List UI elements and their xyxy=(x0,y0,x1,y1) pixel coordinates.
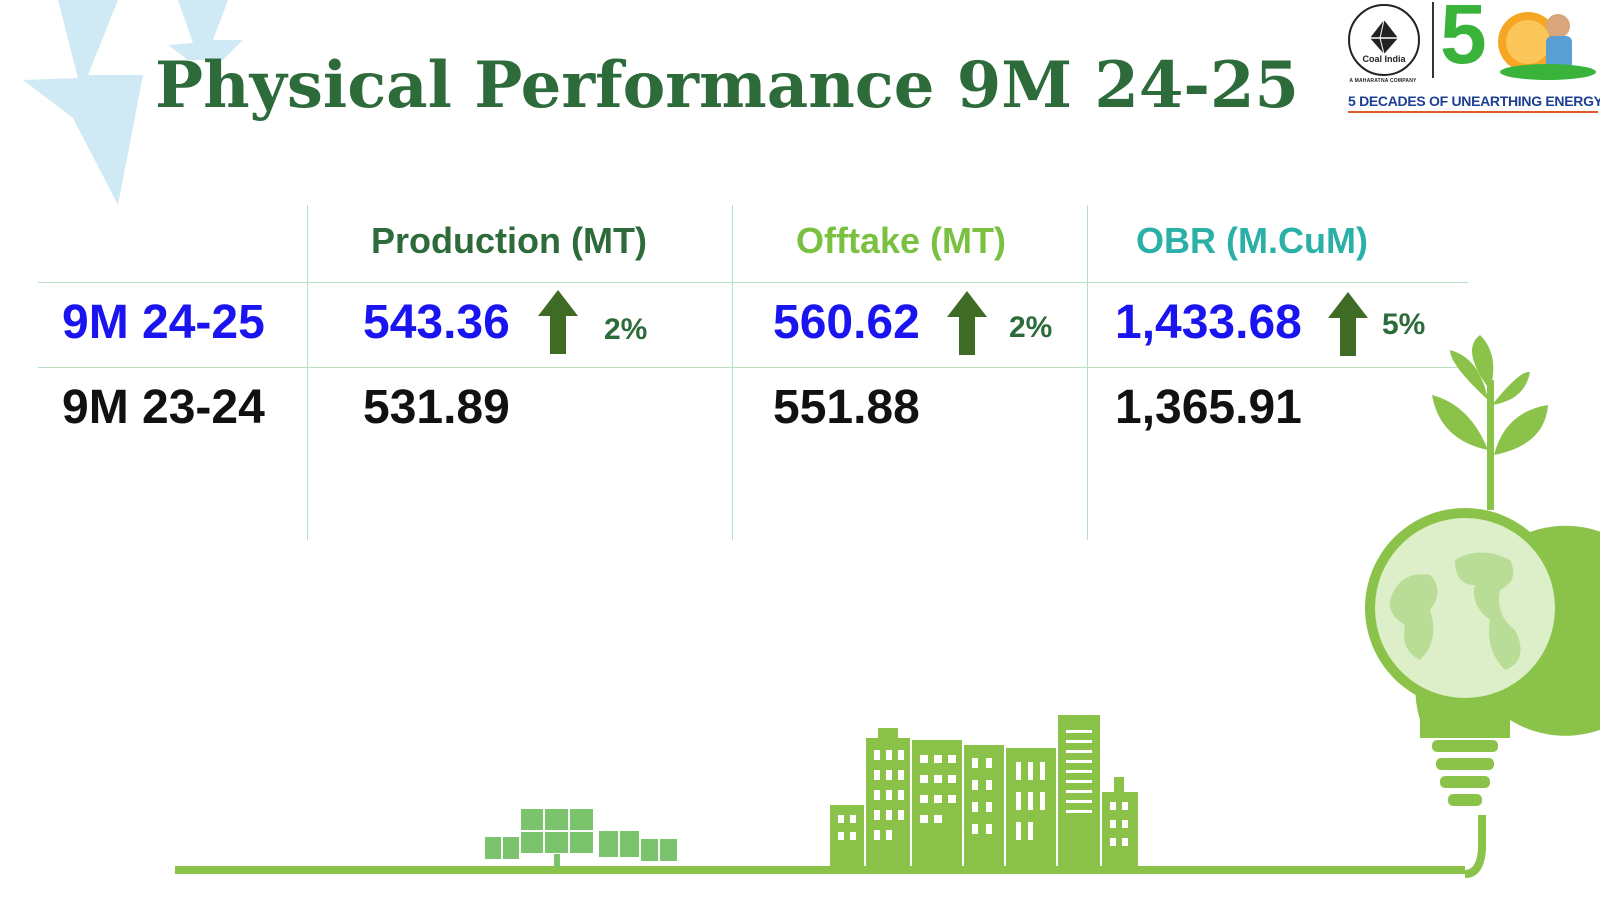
row-label-previous: 9M 23-24 xyxy=(62,381,265,434)
plant-sprout-icon xyxy=(1432,335,1548,510)
obr-growth: 5% xyxy=(1382,308,1426,341)
offtake-growth: 2% xyxy=(1009,311,1053,344)
company-logo: Coal India A MAHARATNA COMPANY 5 5 DECAD… xyxy=(1340,0,1600,116)
page-title: Physical Performance 9M 24-25 xyxy=(155,48,1300,123)
production-growth: 2% xyxy=(604,313,648,346)
obr-previous-value: 1,365.91 xyxy=(1115,381,1302,434)
solar-panel-icon xyxy=(483,807,679,868)
obr-current-value: 1,433.68 xyxy=(1115,296,1302,349)
offtake-previous-value: 551.88 xyxy=(773,381,920,434)
production-current-value: 543.36 xyxy=(363,296,510,349)
lightbulb-globe-icon xyxy=(1365,508,1600,806)
row-divider xyxy=(38,367,1468,368)
column-header-production: Production (MT) xyxy=(371,220,647,261)
diamond-icon xyxy=(1370,19,1398,55)
emblem-name: Coal India xyxy=(1362,54,1406,64)
anniversary-number: 5 xyxy=(1440,0,1487,81)
logo-divider xyxy=(1432,2,1434,78)
lightning-bolt-icon xyxy=(23,0,243,205)
arrow-up-icon xyxy=(538,290,578,354)
column-divider xyxy=(307,205,308,540)
column-divider xyxy=(732,205,733,540)
anniversary-sun-icon xyxy=(1498,12,1596,80)
arrow-up-icon xyxy=(947,291,987,355)
offtake-current-value: 560.62 xyxy=(773,296,920,349)
row-label-current: 9M 24-25 xyxy=(62,296,265,349)
row-divider xyxy=(38,282,1468,283)
arrow-up-icon xyxy=(1328,292,1368,356)
performance-table: Production (MT) Offtake (MT) OBR (M.CuM)… xyxy=(38,205,1468,540)
column-divider xyxy=(1087,205,1088,540)
column-header-offtake: Offtake (MT) xyxy=(796,220,1006,261)
production-previous-value: 531.89 xyxy=(363,381,510,434)
city-windows xyxy=(838,730,1128,846)
emblem-subtitle: A MAHARATNA COMPANY xyxy=(1349,78,1417,84)
column-header-obr: OBR (M.CuM) xyxy=(1136,220,1368,261)
coal-india-emblem: Coal India xyxy=(1348,4,1420,76)
ground-line xyxy=(175,815,1486,878)
logo-tagline: 5 DECADES OF UNEARTHING ENERGY xyxy=(1348,93,1600,113)
